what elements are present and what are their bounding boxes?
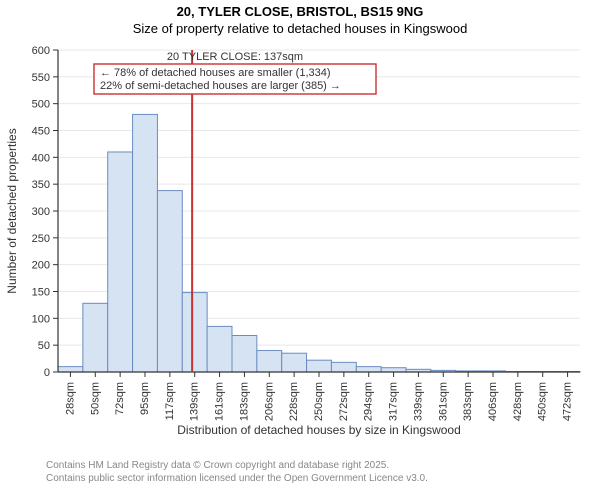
x-tick-label: 161sqm: [214, 382, 226, 421]
footer-line-1: Contains HM Land Registry data © Crown c…: [46, 459, 600, 472]
x-tick-label: 383sqm: [462, 382, 474, 421]
histogram-bar: [133, 114, 158, 372]
y-tick-label: 500: [32, 99, 50, 111]
y-tick-label: 600: [32, 45, 50, 57]
y-tick-label: 0: [44, 367, 50, 379]
histogram-bar: [157, 191, 182, 372]
y-tick-label: 300: [32, 206, 50, 218]
histogram-bar: [282, 353, 307, 372]
annotation-line-2: 22% of semi-detached houses are larger (…: [100, 80, 341, 92]
x-tick-label: 139sqm: [189, 382, 201, 421]
chart-svg: 0 50 100 150 200 250 300 350 400 450 500 550 600 28sq…: [0, 42, 600, 452]
histogram-bar: [356, 367, 381, 372]
y-tick-label: 250: [32, 233, 50, 245]
histogram-bar: [207, 326, 232, 372]
histogram-chart: 0 50 100 150 200 250 300 350 400 450 500 550 600 28sq…: [0, 42, 600, 457]
x-tick-label: 28sqm: [64, 382, 76, 415]
histogram-bar: [83, 303, 108, 372]
histogram-bar: [381, 368, 406, 372]
x-axis-label: Distribution of detached houses by size …: [177, 423, 461, 437]
histogram-bar: [232, 336, 257, 372]
x-tick-label: 206sqm: [263, 382, 275, 421]
histogram-bar: [58, 367, 83, 372]
x-tick-label: 272sqm: [338, 382, 350, 421]
y-tick-label: 350: [32, 179, 50, 191]
annotation-line-1: ← 78% of detached houses are smaller (1,…: [100, 67, 331, 79]
x-tick-label: 183sqm: [238, 382, 250, 421]
y-tick-label: 400: [32, 152, 50, 164]
histogram-bar: [182, 293, 207, 372]
histogram-bar: [307, 360, 332, 372]
histogram-bar: [108, 152, 133, 372]
histogram-bar: [257, 351, 282, 372]
x-tick-label: 450sqm: [537, 382, 549, 421]
x-tick-label: 95sqm: [139, 382, 151, 415]
footer: Contains HM Land Registry data © Crown c…: [46, 459, 600, 485]
y-tick-label: 150: [32, 287, 50, 299]
x-tick-label: 117sqm: [164, 382, 176, 420]
y-tick-label: 450: [32, 126, 50, 138]
x-tick-label: 250sqm: [313, 382, 325, 421]
x-tick-label: 428sqm: [512, 382, 524, 421]
x-tick-label: 339sqm: [412, 382, 424, 421]
y-tick-label: 100: [32, 313, 50, 325]
x-tick-label: 472sqm: [562, 382, 574, 421]
x-tick-label: 50sqm: [89, 382, 101, 415]
x-tick-label: 294sqm: [363, 382, 375, 421]
y-axis-label: Number of detached properties: [5, 128, 19, 293]
histogram-bar: [331, 362, 356, 372]
page-subtitle: Size of property relative to detached ho…: [0, 21, 600, 36]
annotation-title: 20 TYLER CLOSE: 137sqm: [167, 51, 303, 63]
x-tick-label: 361sqm: [437, 382, 449, 421]
x-tick-label: 72sqm: [114, 382, 126, 415]
x-tick-label: 317sqm: [388, 382, 400, 421]
footer-line-2: Contains public sector information licen…: [46, 472, 600, 485]
y-tick-label: 50: [38, 340, 50, 352]
page-title: 20, TYLER CLOSE, BRISTOL, BS15 9NG: [0, 4, 600, 19]
x-tick-label: 406sqm: [487, 382, 499, 421]
x-tick-label: 228sqm: [288, 382, 300, 421]
y-tick-label: 550: [32, 72, 50, 84]
y-tick-label: 200: [32, 260, 50, 272]
